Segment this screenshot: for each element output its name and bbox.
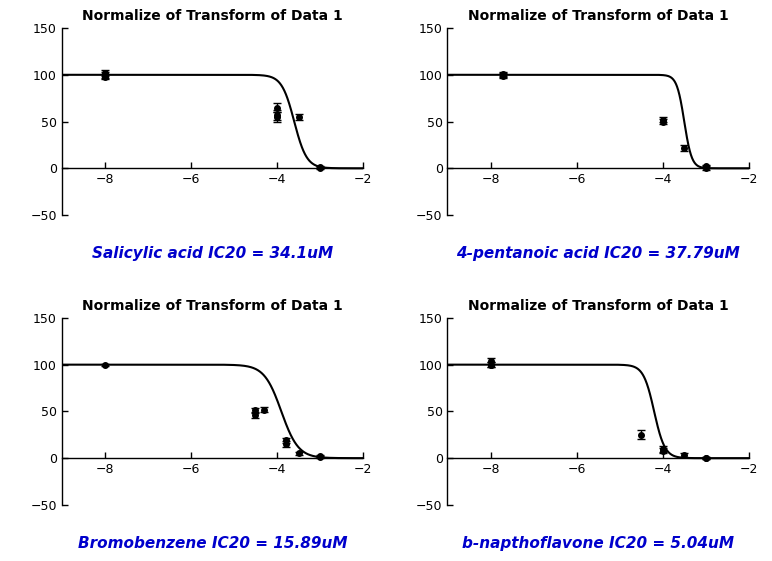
Title: Normalize of Transform of Data 1: Normalize of Transform of Data 1 bbox=[468, 9, 729, 22]
Title: Normalize of Transform of Data 1: Normalize of Transform of Data 1 bbox=[82, 298, 343, 312]
Title: Normalize of Transform of Data 1: Normalize of Transform of Data 1 bbox=[82, 9, 343, 22]
Text: b-napthoflavone IC20 = 5.04uM: b-napthoflavone IC20 = 5.04uM bbox=[462, 536, 734, 551]
Text: Bromobenzene IC20 = 15.89uM: Bromobenzene IC20 = 15.89uM bbox=[78, 536, 347, 551]
Text: Salicylic acid IC20 = 34.1uM: Salicylic acid IC20 = 34.1uM bbox=[92, 246, 333, 261]
Title: Normalize of Transform of Data 1: Normalize of Transform of Data 1 bbox=[468, 298, 729, 312]
Text: 4-pentanoic acid IC20 = 37.79uM: 4-pentanoic acid IC20 = 37.79uM bbox=[456, 246, 740, 261]
